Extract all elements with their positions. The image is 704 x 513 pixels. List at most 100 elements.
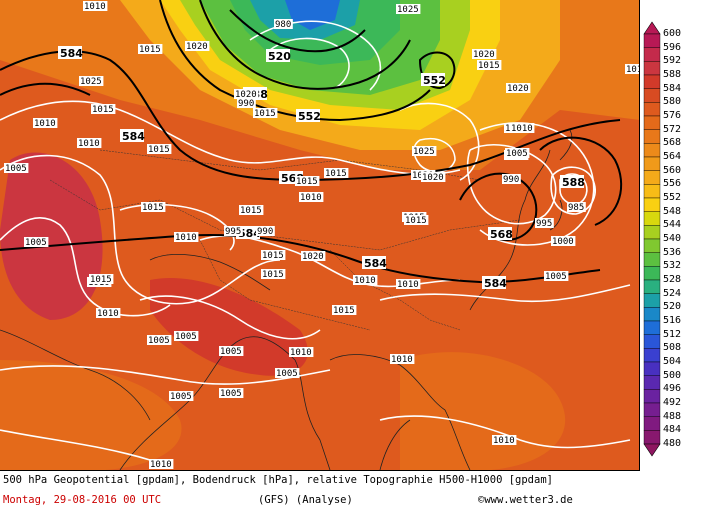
geo-label: 584 xyxy=(122,130,145,143)
zone-592-west xyxy=(0,152,103,320)
pressure-label-bg xyxy=(492,435,517,445)
pressure-label: 990 xyxy=(257,227,273,237)
legend-arrow-bottom xyxy=(643,443,661,457)
pressure-label-bg xyxy=(185,41,210,51)
pressure-label-bg xyxy=(261,269,286,279)
legend-swatch xyxy=(643,402,661,417)
legend-tick-label: 588 xyxy=(663,69,682,80)
pressure-label: 1010 xyxy=(511,124,533,134)
pressure-label-bg xyxy=(261,250,286,260)
pressure-label-bg xyxy=(510,123,535,133)
geo-label: 584 xyxy=(484,277,507,290)
legend-swatch xyxy=(643,279,661,294)
pressure-label-bg xyxy=(77,138,102,148)
pressure-label-bg xyxy=(174,331,199,341)
pressure-label-bg xyxy=(506,83,531,93)
pressure-label-bg xyxy=(174,232,199,242)
legend-tick-label: 524 xyxy=(663,287,682,299)
pressure-label: 1020 xyxy=(186,42,208,52)
caption-title: 500 hPa Geopotential [gpdam], Bodendruck… xyxy=(3,474,553,486)
pressure-label-bg xyxy=(256,226,275,236)
pressure-label: 1015 xyxy=(262,270,284,280)
legend-tick-label: 512 xyxy=(663,328,682,340)
pressure-label-bg xyxy=(551,236,576,246)
pressure-label: 1010 xyxy=(175,233,197,243)
geopotential-labels: 584 584 520 538 552 552 568 584 584 584 … xyxy=(58,46,585,290)
pressure-label-bg xyxy=(224,226,243,236)
pressure-label: 990 xyxy=(238,99,254,109)
pressure-label-bg xyxy=(412,146,437,156)
pressure-label-bg xyxy=(274,19,293,29)
pressure-label-bg xyxy=(502,174,521,184)
pressure-label: 1020 xyxy=(302,252,324,262)
legend-swatch xyxy=(643,416,661,431)
legend-swatch xyxy=(643,375,661,390)
legend-tick-label: 540 xyxy=(663,233,682,244)
geo-label: 568 xyxy=(490,228,513,241)
pressure-label-bg xyxy=(147,144,172,154)
geo-label: 588 xyxy=(562,176,585,189)
pressure-label: 1015 xyxy=(405,216,427,226)
legend-swatch xyxy=(643,33,661,48)
pressure-label-bg xyxy=(404,215,429,225)
pressure-label-bg xyxy=(625,64,639,74)
weather-map: 584 584 520 538 552 552 568 584 584 584 … xyxy=(0,0,640,471)
pressure-label-bg xyxy=(396,4,421,14)
caption-model: (GFS) (Analyse) xyxy=(258,494,353,506)
pressure-label: 1015 xyxy=(142,203,164,213)
legend-tick-label: 516 xyxy=(663,315,682,326)
legend-tick-label: 556 xyxy=(663,178,682,190)
pressure-label-bg xyxy=(396,279,421,289)
pressure-label: 1010 xyxy=(626,65,640,75)
legend-tick-label: 576 xyxy=(663,110,682,121)
legend-swatch xyxy=(643,156,661,171)
legend-swatch xyxy=(643,211,661,226)
pressure-label: 1005 xyxy=(148,336,170,346)
legend-swatch xyxy=(643,238,661,253)
pressure-label-bg xyxy=(275,368,300,378)
pressure-label: 1010 xyxy=(34,119,56,129)
pressure-label: 1005 xyxy=(220,347,242,357)
pressure-label-bg xyxy=(149,459,174,469)
pressure-label-bg xyxy=(253,108,278,118)
legend-tick-label: 548 xyxy=(663,205,682,217)
pressure-label-bg xyxy=(24,237,49,247)
pressure-label: 1005 xyxy=(220,389,242,399)
pressure-label-bg xyxy=(535,218,554,228)
pressure-label: 1015 xyxy=(240,206,262,216)
pressure-label: 1010 xyxy=(84,2,106,12)
legend-swatch xyxy=(643,334,661,349)
pressure-label: 995 xyxy=(225,227,241,237)
geo-label: 552 xyxy=(298,110,321,123)
legend-swatch xyxy=(643,115,661,130)
legend-tick-label: 520 xyxy=(663,301,682,313)
pressure-label-bg xyxy=(505,148,530,158)
pressure-label: 1015 xyxy=(478,61,500,71)
pressure-label: 1015 xyxy=(92,105,114,115)
pressure-label: 990 xyxy=(503,175,519,185)
legend-swatch xyxy=(643,184,661,199)
legend-tick-label: 492 xyxy=(663,397,682,408)
pressure-label-bg xyxy=(91,104,116,114)
legend-swatch xyxy=(643,252,661,267)
pressure-label-bg xyxy=(96,308,121,318)
legend-tick-label: 532 xyxy=(663,260,682,272)
pressure-label-bg xyxy=(544,271,569,281)
legend-swatch xyxy=(643,102,661,117)
pressure-label: 1020 xyxy=(507,84,529,94)
legend-swatch xyxy=(643,307,661,322)
pressure-label: 1010 xyxy=(354,276,376,286)
legend-swatch xyxy=(643,170,661,185)
pressure-label: 1015 xyxy=(333,306,355,316)
pressure-label-bg xyxy=(301,251,326,261)
legend-tick-label: 592 xyxy=(663,55,682,67)
legend-swatch xyxy=(643,197,661,212)
legend-swatch xyxy=(643,225,661,240)
pressure-label-bg xyxy=(237,98,256,108)
legend-colorbar xyxy=(643,21,661,457)
legend-tick-label: 500 xyxy=(663,369,682,381)
pressure-label-bg xyxy=(89,274,114,284)
legend-swatch xyxy=(643,320,661,335)
legend-swatch xyxy=(643,143,661,158)
legend-tick-label: 572 xyxy=(663,123,682,135)
